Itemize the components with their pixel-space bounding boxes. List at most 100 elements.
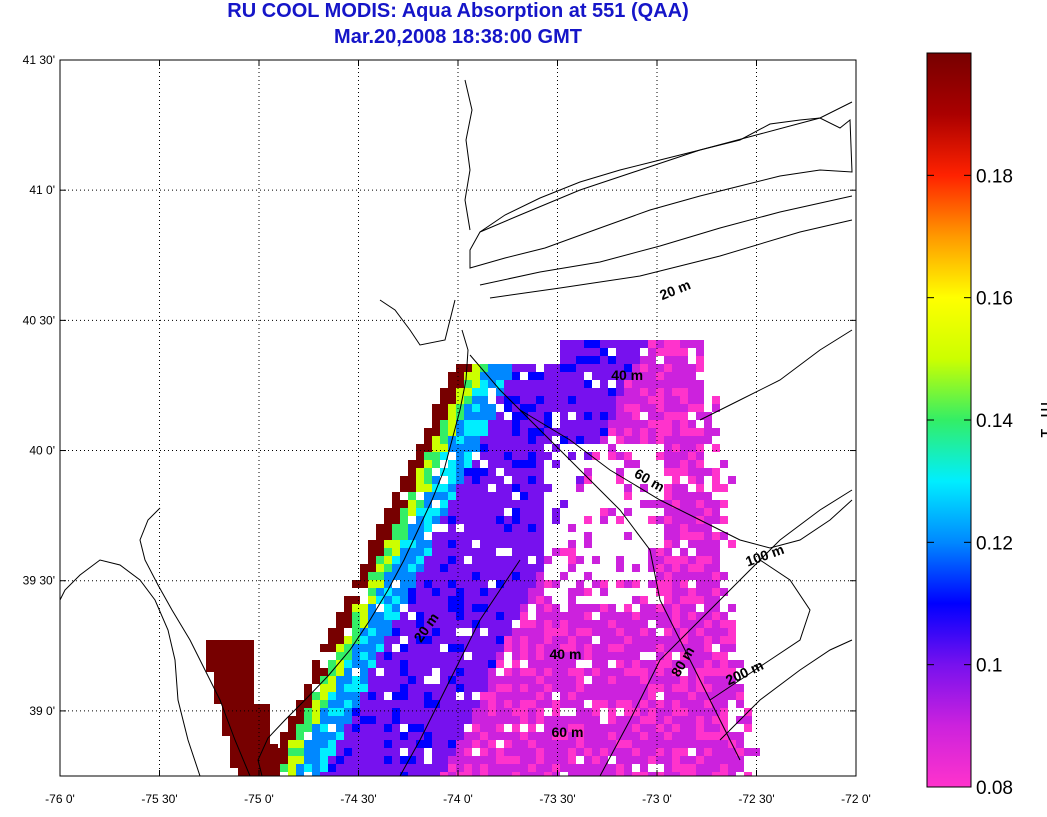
data-pixel <box>680 636 688 644</box>
data-pixel <box>680 612 688 620</box>
data-pixel <box>416 452 424 460</box>
data-pixel <box>416 444 424 452</box>
x-tick-label: -76 0' <box>45 792 75 806</box>
data-pixel <box>512 660 520 668</box>
data-pixel <box>656 500 664 508</box>
data-pixel <box>384 748 392 756</box>
data-pixel <box>656 404 664 412</box>
contour-80m <box>599 489 853 776</box>
data-pixel <box>472 564 480 572</box>
data-pixel <box>408 580 416 588</box>
data-pixel <box>576 396 584 404</box>
data-pixel <box>672 716 680 724</box>
data-pixel <box>608 772 616 776</box>
data-pixel <box>528 668 536 676</box>
data-pixel <box>736 748 744 756</box>
data-pixel <box>696 436 704 444</box>
data-pixel <box>480 660 488 668</box>
data-pixel <box>696 668 704 676</box>
data-pixel <box>440 580 448 588</box>
data-pixel <box>440 548 448 556</box>
data-pixel <box>720 484 728 492</box>
data-pixel <box>464 572 472 580</box>
data-pixel <box>520 460 528 468</box>
data-pixel <box>672 748 680 756</box>
data-pixel <box>504 620 512 628</box>
data-pixel <box>592 740 600 748</box>
data-pixel <box>672 348 680 356</box>
data-pixel <box>472 412 480 420</box>
data-pixel <box>704 492 712 500</box>
data-pixel <box>664 636 672 644</box>
data-pixel <box>576 604 584 612</box>
data-pixel <box>600 420 608 428</box>
data-pixel <box>488 572 496 580</box>
data-pixel <box>544 644 552 652</box>
data-pixel <box>504 764 512 772</box>
data-pixel <box>664 668 672 676</box>
contour-200m <box>719 639 853 741</box>
data-pixel <box>584 476 592 484</box>
data-pixel <box>360 572 368 580</box>
data-pixel <box>424 524 432 532</box>
data-pixel <box>592 756 600 764</box>
data-pixel <box>384 764 392 772</box>
data-pixel <box>712 556 720 564</box>
data-pixel <box>584 668 592 676</box>
data-pixel <box>608 420 616 428</box>
data-pixel <box>624 364 632 372</box>
data-pixel <box>712 588 720 596</box>
data-pixel <box>464 532 472 540</box>
data-pixel <box>712 548 720 556</box>
data-pixel <box>400 524 408 532</box>
data-pixel <box>712 508 720 516</box>
data-pixel <box>720 500 728 508</box>
data-pixel <box>568 772 576 776</box>
colorbar-tick-label: 0.12 <box>976 533 1013 554</box>
data-pixel <box>432 660 440 668</box>
data-pixel <box>536 564 544 572</box>
data-pixel <box>592 692 600 700</box>
data-pixel <box>608 404 616 412</box>
data-pixel <box>440 652 448 660</box>
data-pixel <box>312 748 320 756</box>
data-pixel <box>488 596 496 604</box>
data-pixel <box>336 660 344 668</box>
data-pixel <box>592 404 600 412</box>
x-tick-label: -73 30' <box>539 792 575 806</box>
y-tick-label: 39 0' <box>29 704 55 718</box>
data-pixel <box>616 436 624 444</box>
data-pixel <box>400 716 408 724</box>
data-pixel <box>472 372 480 380</box>
data-pixel <box>408 684 416 692</box>
data-pixel <box>664 516 672 524</box>
data-pixel <box>440 732 448 740</box>
data-pixel <box>664 372 672 380</box>
data-pixel <box>592 388 600 396</box>
data-pixel <box>408 764 416 772</box>
data-pixel <box>424 500 432 508</box>
data-pixel <box>360 676 368 684</box>
data-pixel <box>488 772 496 776</box>
data-pixel <box>288 732 296 740</box>
data-pixel <box>632 740 640 748</box>
data-pixel <box>648 740 656 748</box>
data-pixel <box>448 420 456 428</box>
data-pixel <box>512 652 520 660</box>
data-pixel <box>488 692 496 700</box>
data-pixel <box>376 524 384 532</box>
data-pixel <box>344 732 352 740</box>
data-pixel <box>696 500 704 508</box>
data-pixel <box>376 596 384 604</box>
data-pixel <box>648 348 656 356</box>
data-pixel <box>504 596 512 604</box>
data-pixel <box>432 444 440 452</box>
data-pixel <box>528 716 536 724</box>
data-pixel <box>376 580 384 588</box>
data-pixel <box>392 564 400 572</box>
data-pixel <box>544 652 552 660</box>
data-pixel <box>230 752 238 760</box>
data-pixel <box>624 356 632 364</box>
data-pixel <box>720 684 728 692</box>
data-pixel <box>488 740 496 748</box>
